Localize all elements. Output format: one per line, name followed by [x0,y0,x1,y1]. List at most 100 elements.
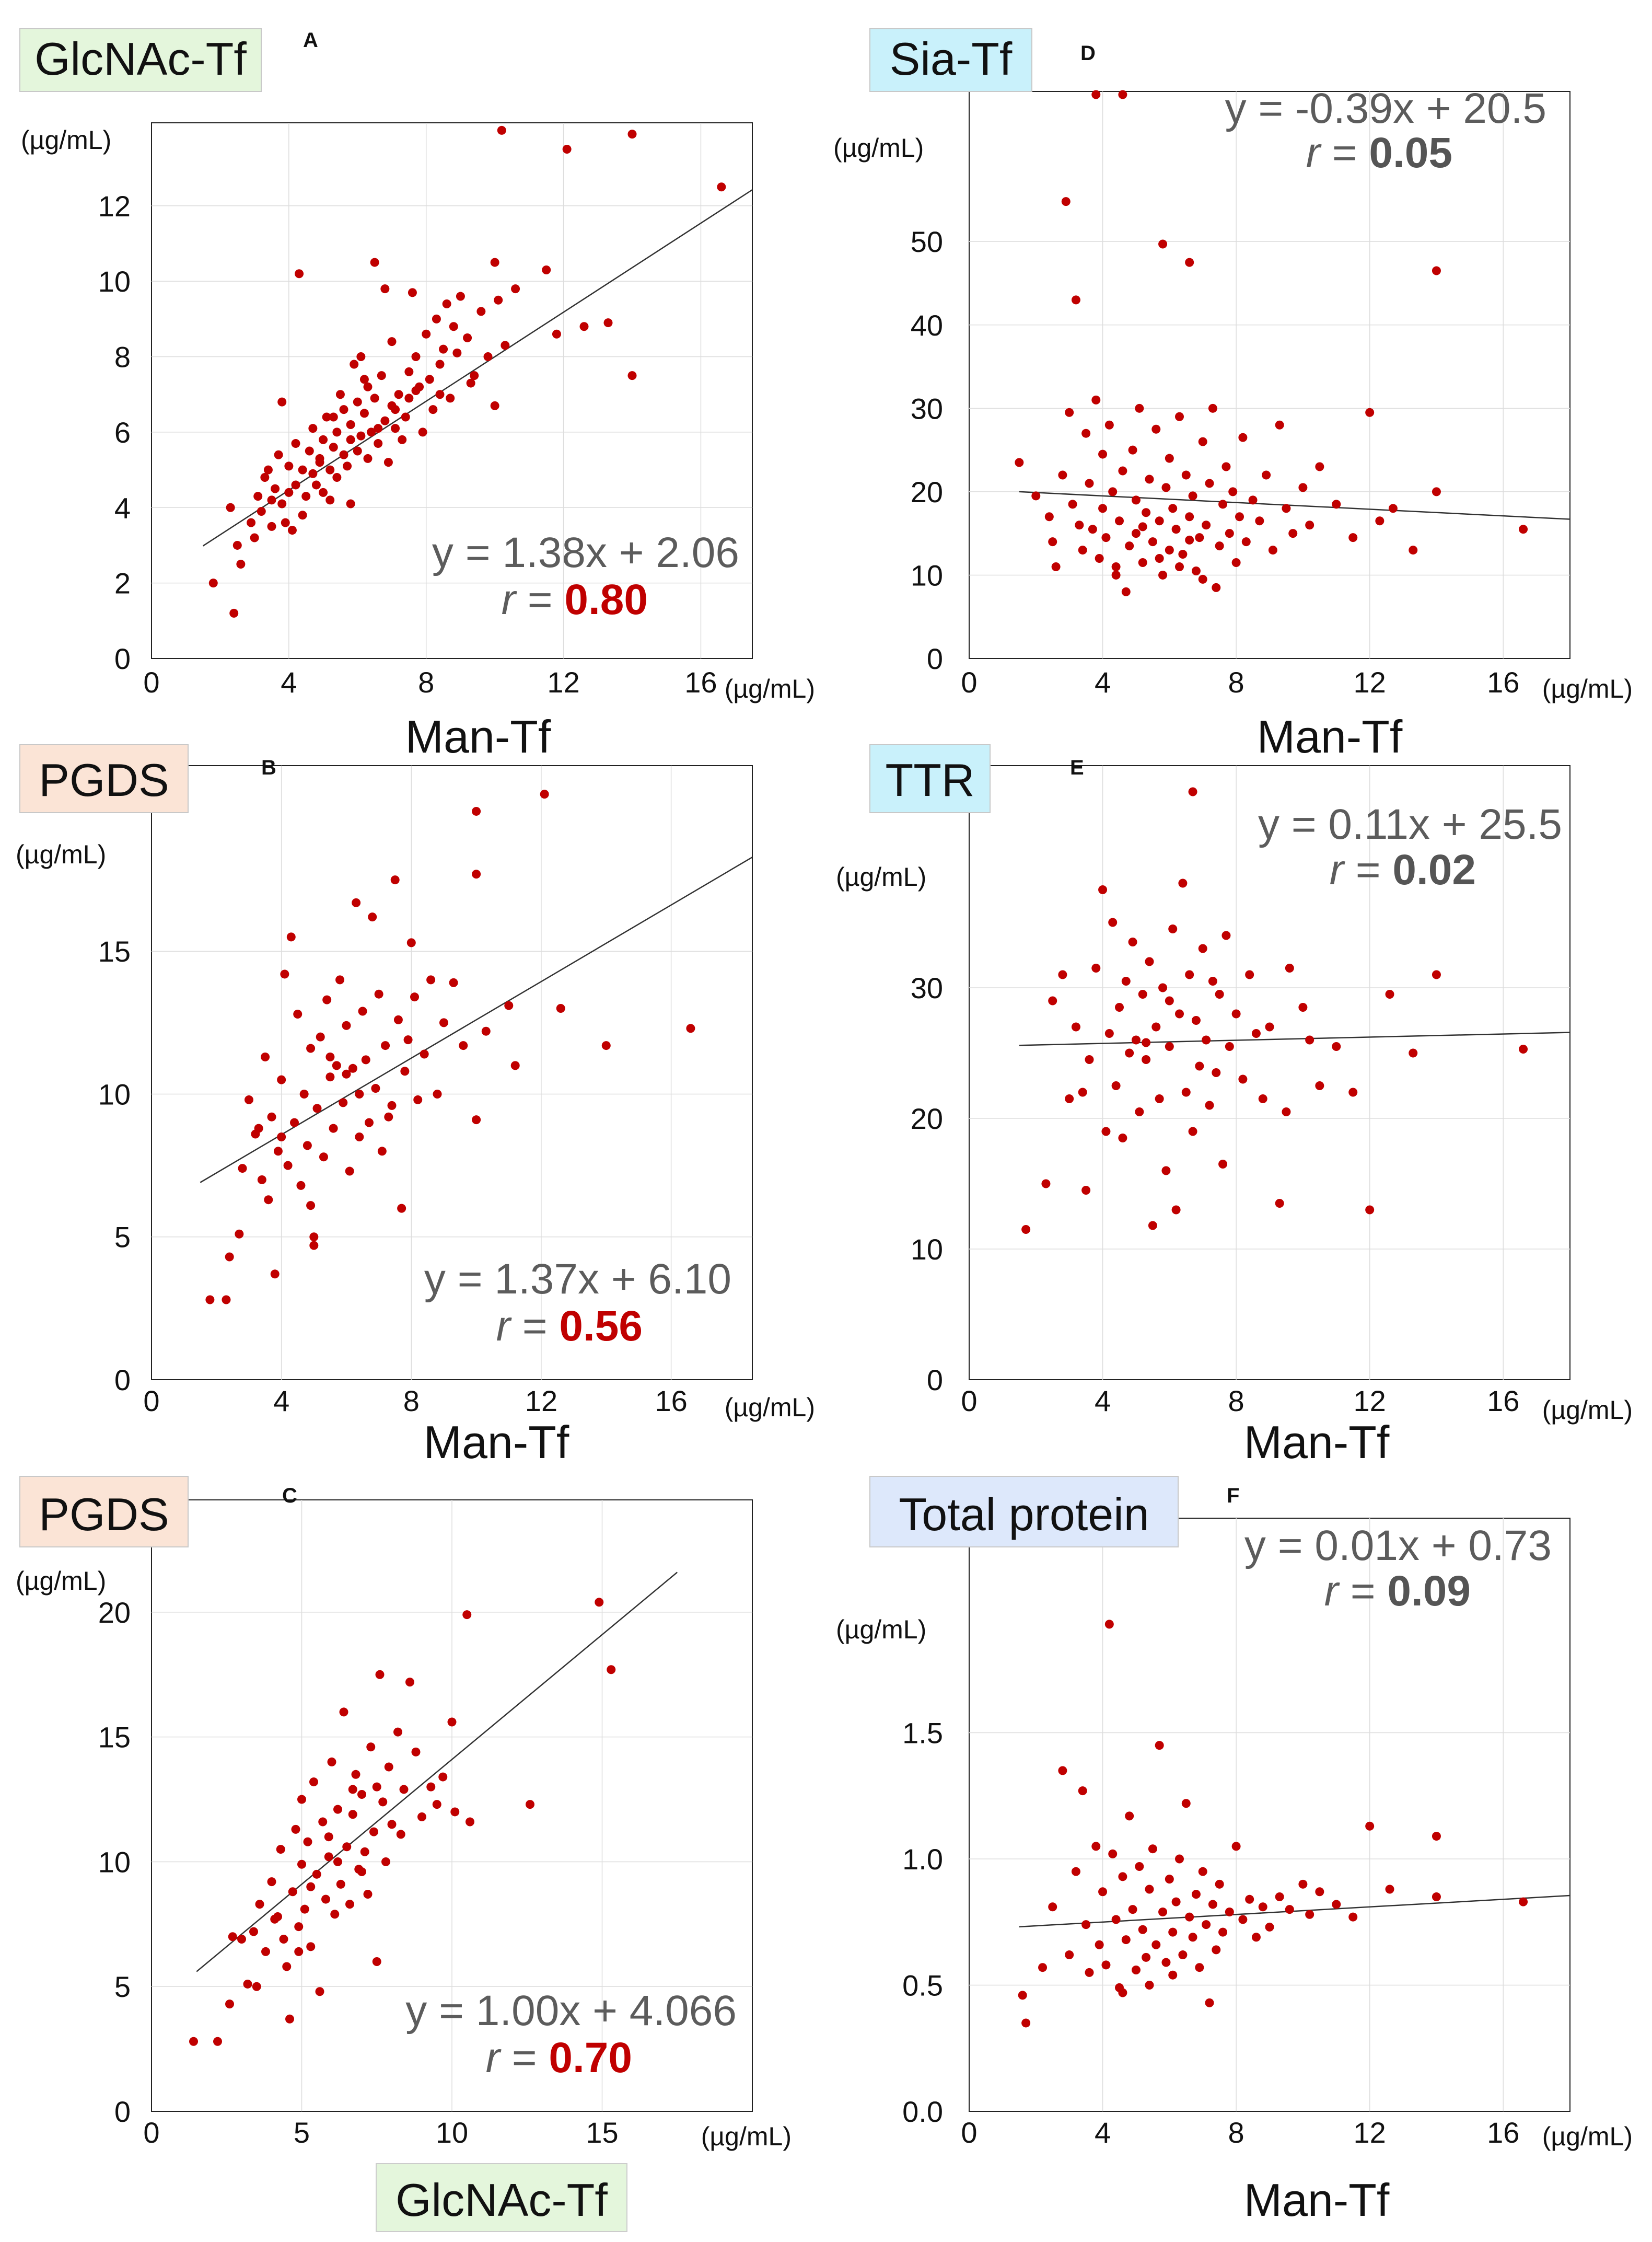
data-point [1519,1045,1528,1054]
x-tick-label: 16 [684,666,717,699]
data-point [1104,420,1114,430]
data-point [1215,541,1224,551]
data-point [205,1295,215,1304]
data-point [394,390,403,399]
data-point [1161,1958,1171,1967]
data-point [1171,1897,1181,1906]
regression-equation: y = 0.11x + 25.5 [1258,801,1562,848]
data-point [290,1118,299,1127]
data-point [329,443,338,452]
y-axis-unit: (µg/mL) [836,1615,926,1644]
data-point [342,1021,351,1030]
data-point [1225,529,1234,538]
data-point [472,806,481,816]
data-point [1202,521,1211,530]
data-point [1178,879,1188,888]
data-point [1091,1842,1101,1851]
plot-area [151,122,753,659]
data-point [306,1201,316,1210]
y-tick-label: 0 [114,642,131,675]
series-badge [869,28,1032,92]
data-point [306,1942,316,1951]
data-point [306,1882,316,1891]
data-point [325,1072,335,1082]
data-point [1185,1912,1194,1922]
data-point [1208,403,1217,413]
data-point [332,427,342,437]
r-equals: = [510,1302,559,1350]
r-equals: = [1339,1567,1387,1615]
data-point [1095,554,1104,563]
data-point [1101,1960,1111,1970]
data-point [359,375,369,384]
data-point [1365,1205,1375,1215]
data-point [399,1785,409,1794]
data-point [481,1026,491,1036]
data-point [372,1782,381,1792]
data-point [312,1104,322,1113]
data-point [254,1124,263,1133]
data-point [270,1269,280,1279]
data-point [413,1095,423,1104]
data-point [562,145,572,154]
data-point [411,386,421,395]
data-point [1298,1003,1308,1012]
data-point [1175,1009,1184,1019]
data-point [1432,1892,1441,1901]
y-tick-label: 6 [114,416,131,449]
data-point [1118,1134,1127,1142]
data-point [511,284,520,294]
correlation-label: r = 0.05 [1306,129,1452,177]
data-point [1111,1915,1121,1924]
data-point [1155,1094,1164,1103]
x-tick-label: 0 [143,666,159,699]
data-point [293,1009,303,1019]
data-point [1165,1875,1174,1884]
panel-letter: D [1080,42,1096,65]
data-point [303,1837,312,1846]
x-axis-label: Man-Tf [1244,1416,1390,1468]
data-point [1185,258,1194,267]
data-point [1348,533,1358,542]
data-point [497,125,506,135]
data-point [1151,1022,1161,1032]
data-point [490,258,499,267]
data-point [627,130,637,139]
correlation-label: r = 0.56 [496,1302,643,1350]
data-point [361,1055,370,1065]
data-point [405,1678,414,1687]
data-point [1188,787,1197,796]
r-symbol: r [496,1302,513,1350]
data-point [1015,458,1024,467]
data-point [1048,996,1057,1006]
data-point [257,506,266,516]
data-point [1168,1970,1178,1980]
data-point [1091,395,1101,405]
data-point [391,424,400,433]
r-symbol: r [1324,1567,1341,1615]
data-point [426,975,436,985]
data-point [1121,587,1131,596]
data-point [1212,583,1221,592]
y-tick-label: 2 [114,567,131,600]
data-point [1332,1900,1341,1909]
data-point [303,1141,312,1150]
data-point [1205,479,1214,488]
data-point [1135,1107,1144,1116]
data-point [253,492,263,501]
data-point [418,427,427,437]
data-point [1044,512,1054,522]
data-point [686,1024,695,1033]
data-point [1155,554,1164,563]
series-badge [19,744,189,813]
data-point [348,1810,357,1819]
data-point [1148,1844,1157,1854]
data-point [247,518,256,527]
plot-area [969,765,1570,1380]
data-point [1188,1933,1197,1942]
data-point [208,579,218,588]
data-point [1131,495,1141,505]
data-point [556,1004,565,1013]
data-point [333,1805,342,1814]
